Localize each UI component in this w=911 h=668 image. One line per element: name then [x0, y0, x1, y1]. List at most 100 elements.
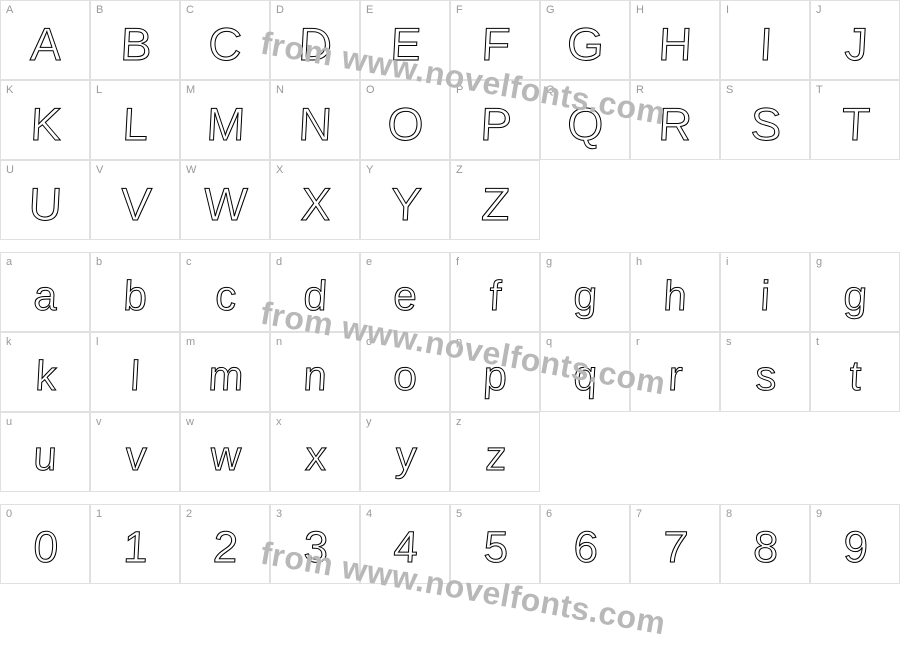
cell-label: T — [816, 84, 823, 96]
cell-label: B — [96, 4, 103, 16]
cell-label: 8 — [726, 508, 732, 520]
font-character-map: AABBCCDDEEFFGGHHIIJJKKLLMMNNOOPPQQRRSSTT… — [0, 0, 911, 584]
charmap-cell: YY — [360, 160, 450, 240]
cell-label: f — [456, 256, 459, 268]
glyph: b — [120, 275, 149, 317]
charmap-cell: ii — [720, 252, 810, 332]
charmap-cell: JJ — [810, 0, 900, 80]
charmap-cell: AA — [0, 0, 90, 80]
glyph: M — [203, 101, 248, 147]
glyph: W — [200, 181, 250, 227]
cell-label: W — [186, 164, 196, 176]
charmap-cell: yy — [360, 412, 450, 492]
charmap-cell: 11 — [90, 504, 180, 584]
charmap-cell: FF — [450, 0, 540, 80]
charmap-cell: kk — [0, 332, 90, 412]
glyph: y — [392, 435, 419, 477]
charmap-cell: gg — [540, 252, 630, 332]
charmap-cell: EE — [360, 0, 450, 80]
cell-label: 1 — [96, 508, 102, 520]
charmap-section-uppercase: AABBCCDDEEFFGGHHIIJJKKLLMMNNOOPPQQRRSSTT… — [0, 0, 911, 240]
cell-label: X — [276, 164, 283, 176]
glyph: O — [384, 101, 426, 147]
charmap-cell: RR — [630, 80, 720, 160]
charmap-cell: MM — [180, 80, 270, 160]
cell-label: Z — [456, 164, 463, 176]
glyph: A — [26, 21, 63, 67]
cell-label: E — [366, 4, 373, 16]
charmap-row: KKLLMMNNOOPPQQRRSSTT — [0, 80, 911, 160]
cell-label: 7 — [636, 508, 642, 520]
glyph: f — [486, 275, 504, 317]
charmap-cell: 55 — [450, 504, 540, 584]
charmap-row: UUVVWWXXYYZZ — [0, 160, 911, 240]
cell-label: R — [636, 84, 644, 96]
cell-label: P — [456, 84, 463, 96]
charmap-cell: LL — [90, 80, 180, 160]
glyph: H — [655, 21, 695, 67]
glyph: I — [755, 21, 774, 67]
charmap-cell: CC — [180, 0, 270, 80]
cell-label: M — [186, 84, 195, 96]
charmap-cell: 33 — [270, 504, 360, 584]
charmap-cell: nn — [270, 332, 360, 412]
cell-label: g — [546, 256, 552, 268]
glyph: S — [746, 101, 783, 147]
charmap-cell: hh — [630, 252, 720, 332]
cell-label: Y — [366, 164, 373, 176]
charmap-cell: uu — [0, 412, 90, 492]
cell-label: L — [96, 84, 102, 96]
cell-label: I — [726, 4, 729, 16]
charmap-cell: vv — [90, 412, 180, 492]
cell-label: Q — [546, 84, 555, 96]
glyph: 1 — [120, 526, 151, 570]
glyph: n — [300, 355, 329, 397]
cell-label: G — [546, 4, 555, 16]
glyph: Q — [564, 101, 606, 147]
glyph: 7 — [660, 526, 691, 570]
cell-label: 9 — [816, 508, 822, 520]
charmap-cell: cc — [180, 252, 270, 332]
glyph: 8 — [750, 526, 781, 570]
cell-label: D — [276, 4, 284, 16]
glyph: x — [302, 435, 329, 477]
cell-label: m — [186, 336, 195, 348]
cell-label: g — [816, 256, 822, 268]
charmap-cell: 77 — [630, 504, 720, 584]
cell-label: H — [636, 4, 644, 16]
charmap-cell: QQ — [540, 80, 630, 160]
glyph: G — [564, 21, 606, 67]
cell-label: b — [96, 256, 102, 268]
charmap-cell: KK — [0, 80, 90, 160]
charmap-cell: bb — [90, 252, 180, 332]
glyph: w — [207, 435, 243, 477]
cell-label: S — [726, 84, 733, 96]
cell-label: y — [366, 416, 372, 428]
cell-label: N — [276, 84, 284, 96]
charmap-cell: ww — [180, 412, 270, 492]
cell-label: 2 — [186, 508, 192, 520]
cell-label: d — [276, 256, 282, 268]
charmap-cell: HH — [630, 0, 720, 80]
glyph: E — [386, 21, 423, 67]
charmap-cell: pp — [450, 332, 540, 412]
glyph: Z — [478, 181, 513, 227]
glyph: o — [390, 355, 419, 397]
cell-label: O — [366, 84, 375, 96]
charmap-section-lowercase: aabbccddeeffgghhiiggkkllmmnnooppqqrrsstt… — [0, 252, 911, 492]
glyph: z — [482, 435, 509, 477]
glyph: c — [212, 275, 239, 317]
cell-label: i — [726, 256, 728, 268]
cell-label: J — [816, 4, 822, 16]
charmap-cell: ZZ — [450, 160, 540, 240]
glyph: 3 — [300, 526, 331, 570]
cell-label: 4 — [366, 508, 372, 520]
charmap-cell: qq — [540, 332, 630, 412]
glyph: 4 — [390, 526, 421, 570]
charmap-cell: ll — [90, 332, 180, 412]
charmap-cell: mm — [180, 332, 270, 412]
charmap-row: 00112233445566778899 — [0, 504, 911, 584]
glyph: 5 — [480, 526, 511, 570]
glyph: e — [390, 275, 419, 317]
glyph: U — [25, 181, 65, 227]
